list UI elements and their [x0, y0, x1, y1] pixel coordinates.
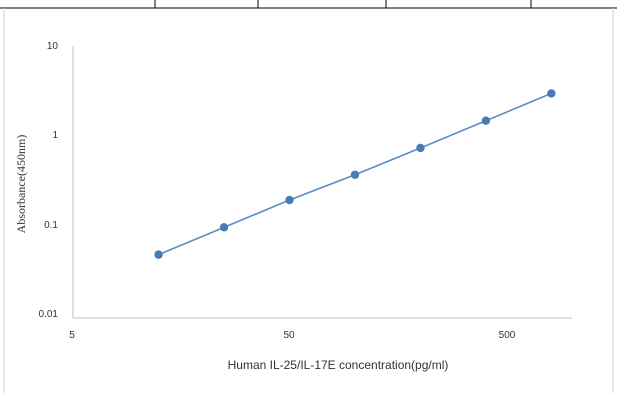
y-tick-label: 0.1 — [44, 220, 58, 231]
y-tick-label: 10 — [47, 41, 59, 52]
data-point — [154, 250, 163, 259]
data-point — [285, 195, 294, 205]
data-point — [350, 170, 360, 179]
x-axis-title: Human IL-25/IL-17E concentration(pg/ml) — [228, 358, 449, 372]
x-tick-label: 500 — [499, 330, 516, 341]
y-tick-label: 0.01 — [39, 309, 59, 320]
data-point — [547, 89, 556, 98]
data-point — [416, 143, 425, 153]
data-point — [219, 223, 229, 232]
data-point — [481, 116, 491, 125]
x-tick-label: 5 — [69, 330, 75, 341]
y-axis-title: Absorbance(450nm) — [14, 135, 28, 234]
plot-layer — [154, 89, 556, 259]
y-tick-label: 1 — [52, 130, 58, 141]
x-tick-label: 50 — [283, 330, 295, 341]
